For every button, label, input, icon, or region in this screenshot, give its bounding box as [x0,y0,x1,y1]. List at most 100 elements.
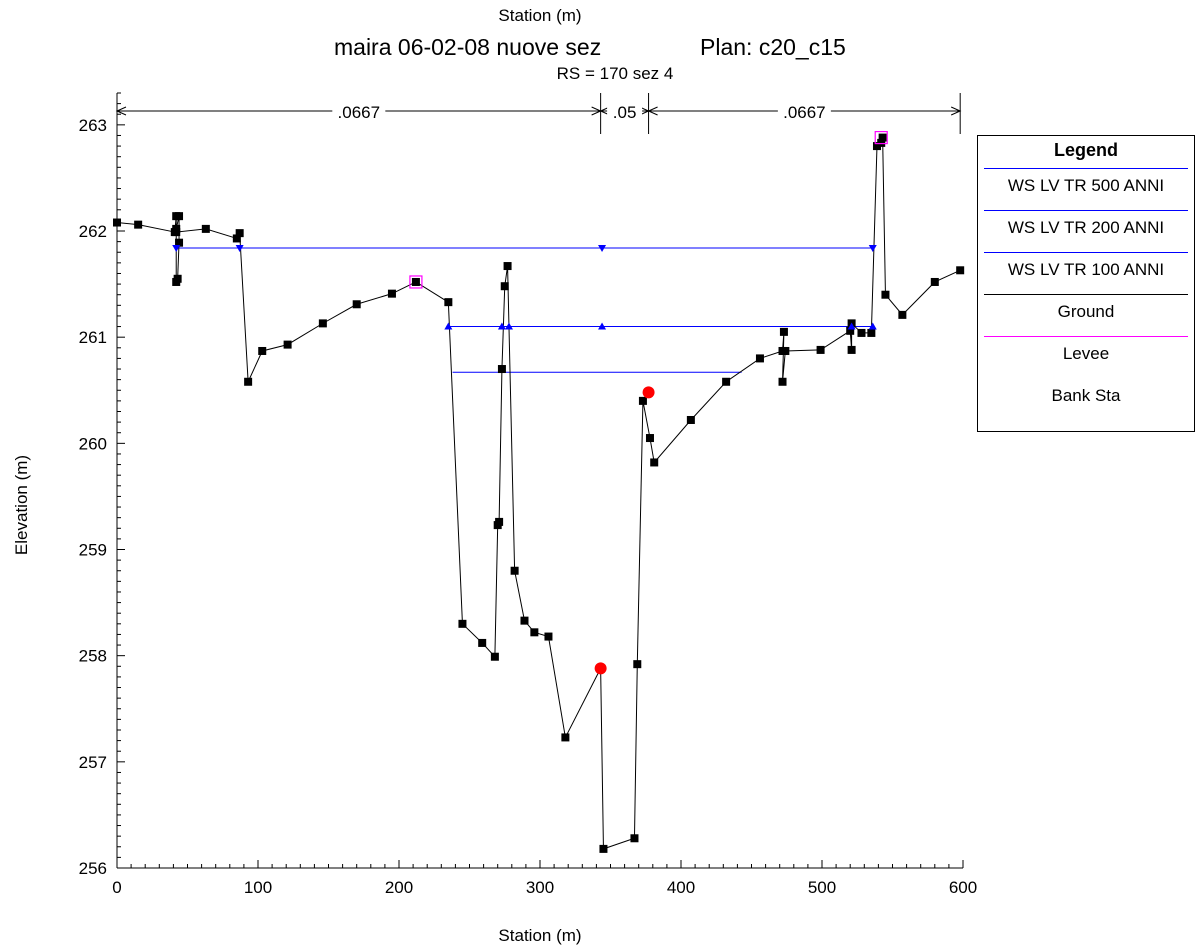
arrow-left-icon [115,106,127,116]
ground-point [872,142,881,151]
ground-point [561,733,570,742]
ground-point [411,277,420,286]
ground-point [755,354,764,363]
ground-point [175,212,184,221]
ground-point [530,628,539,637]
arrow-left-icon [599,106,610,116]
legend-title: Legend [1053,140,1118,160]
ground-point [235,229,244,238]
legend: Legend WS LV TR 500 ANNI WS LV TR 200 AN… [977,135,1195,432]
x-axis-label: Station (m) [498,926,582,945]
y-tick-label: 260 [79,434,107,453]
ground-point [444,298,453,307]
y-tick-label: 257 [79,753,107,772]
y-tick-label: 263 [79,116,107,135]
legend-item-levee: Levee [978,329,1194,376]
x-tick-label: 400 [667,878,695,897]
ws-200-point [598,322,607,330]
mannings-label-bg [332,101,386,121]
ws-200-point [868,322,877,330]
ground-point [500,282,509,291]
arrow-right-icon [950,106,962,116]
ws-500-point [598,245,607,252]
ground-point [878,133,887,142]
x-tick-label: 200 [385,878,413,897]
ground-point [857,328,866,337]
ground-point [847,345,856,354]
ground-point [520,616,529,625]
ground-point [544,632,553,641]
y-tick-label: 256 [79,859,107,878]
legend-label: Bank Sta [1051,386,1121,405]
ground-point [113,218,121,227]
legend-label: WS LV TR 100 ANNI [1007,260,1165,279]
ground-point [898,310,907,319]
ground-point [722,377,731,386]
mannings-label-bg [777,101,831,121]
legend-label: WS LV TR 200 ANNI [1007,218,1165,237]
legend-item-ground: Ground [978,290,1194,334]
chart-plan-label: Plan: c20_c15 [700,34,846,60]
ground-point [633,660,642,669]
chart-title: maira 06-02-08 nuove sez [334,34,602,60]
ground-point [458,619,467,628]
x-tick-label: 100 [244,878,272,897]
ground-point [686,415,695,424]
ws-500-point [868,245,877,252]
legend-label: Levee [1062,344,1110,363]
ground-point [650,458,659,467]
y-tick-label: 258 [79,647,107,666]
ground-point [175,238,184,247]
ground-point [599,844,608,853]
ground-point [352,300,361,309]
x-tick-label: 0 [112,878,121,897]
ground-point [645,434,654,443]
y-tick-label: 261 [79,328,107,347]
ws-200-point [444,322,453,330]
ground-point [478,638,487,647]
ground-point [779,327,788,336]
ground-point [387,289,396,298]
ground-point [781,346,790,355]
x-tick-label: 600 [949,878,977,897]
mannings-value-label: .05 [613,103,637,122]
y-tick-label: 262 [79,222,107,241]
legend-label: Ground [1057,302,1115,321]
ground-point [497,365,506,374]
ground-point [881,290,890,299]
ground-point [201,224,210,233]
mannings-value-label: .0667 [338,103,381,122]
ground-point [816,345,825,354]
x-tick-label: 300 [526,878,554,897]
top-x-axis-label: Station (m) [498,6,582,25]
legend-item-ws-200: WS LV TR 200 ANNI [978,206,1194,250]
ground-point [503,262,512,271]
ground-point [510,566,519,575]
ground-point [172,228,181,237]
mannings-label-bg [607,101,643,121]
ground-point [638,396,647,405]
legend-item-ws-100: WS LV TR 100 ANNI [978,250,1194,292]
ground-point [956,266,965,275]
legend-label: WS LV TR 500 ANNI [1007,176,1165,195]
ground-point [283,340,292,349]
ground-point [490,652,499,661]
y-tick-label: 259 [79,541,107,560]
ground-point [258,346,267,355]
ground-point [778,377,787,386]
mannings-value-label: .0667 [783,103,826,122]
ground-point [173,274,182,283]
ws-200-point [497,322,506,330]
ground-point [846,326,855,335]
ground-line [116,137,961,850]
bank-station-point [642,386,655,399]
ground-point [630,834,639,843]
bank-station-point [594,662,607,675]
legend-item-bank-sta: Bank Sta [978,372,1194,418]
ground-point [134,220,143,229]
ws-200-point [847,322,856,330]
chart-subtitle: RS = 170 sez 4 [556,64,674,83]
ground-point [930,277,939,286]
ground-point [867,328,876,337]
